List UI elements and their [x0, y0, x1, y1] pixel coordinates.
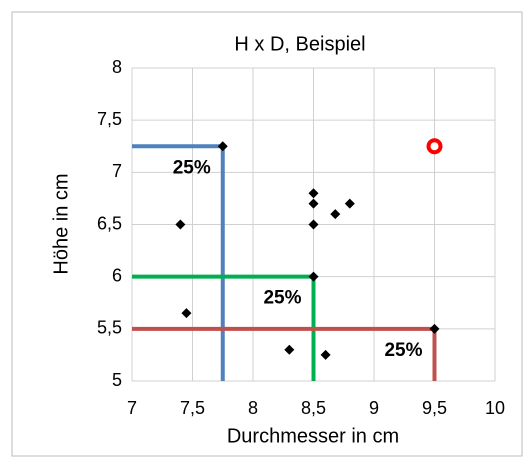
threshold-line	[132, 144, 225, 381]
x-tick-label: 7,5	[180, 398, 205, 418]
point	[308, 271, 319, 282]
threshold-label: 25%	[173, 157, 211, 178]
point	[320, 349, 331, 360]
y-axis-label: Höhe in cm	[50, 173, 72, 274]
y-tick-label: 7	[112, 161, 122, 181]
point	[181, 308, 192, 319]
y-tick-label: 6,5	[97, 213, 122, 233]
point	[429, 323, 440, 334]
x-tick-label: 10	[485, 398, 505, 418]
point	[330, 209, 341, 220]
point	[217, 141, 228, 152]
x-tick-label: 9	[369, 398, 379, 418]
point	[308, 219, 319, 230]
x-tick-label: 7	[127, 398, 137, 418]
y-tick-label: 8	[112, 57, 122, 77]
x-tick-label: 9,5	[422, 398, 447, 418]
chart-title: H x D, Beispiel	[234, 33, 365, 55]
frame	[11, 11, 523, 457]
point	[284, 344, 295, 355]
threshold-label: 25%	[384, 340, 422, 361]
point	[344, 198, 355, 209]
point	[308, 188, 319, 199]
y-tick-label: 5	[112, 370, 122, 390]
point	[308, 198, 319, 209]
point	[175, 219, 186, 230]
x-tick-label: 8,5	[301, 398, 326, 418]
y-tick-label: 6	[112, 265, 122, 285]
point	[426, 138, 443, 155]
threshold-label: 25%	[263, 288, 301, 309]
y-tick-label: 7,5	[97, 109, 122, 129]
y-tick-label: 5,5	[97, 318, 122, 338]
x-axis-label: Durchmesser in cm	[227, 425, 399, 447]
x-tick-label: 8	[248, 398, 258, 418]
